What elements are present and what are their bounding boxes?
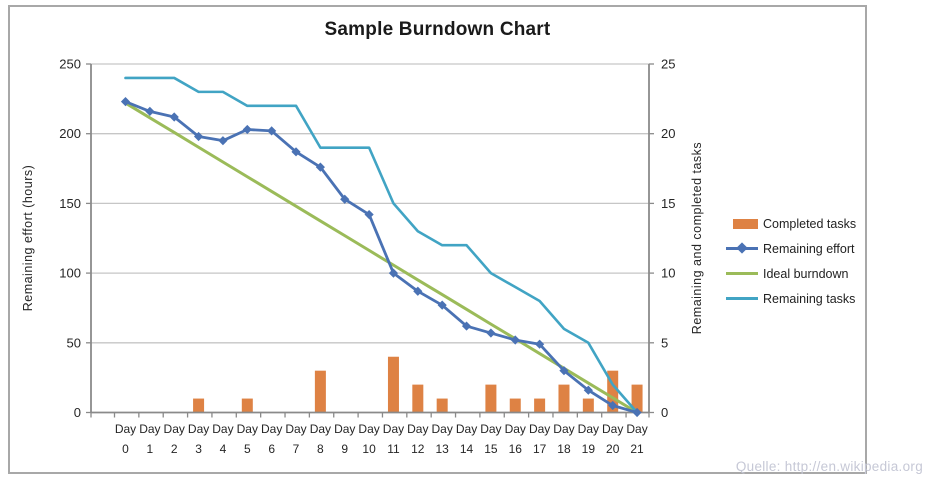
svg-text:20: 20 (661, 126, 675, 141)
svg-text:200: 200 (59, 126, 81, 141)
svg-text:0: 0 (74, 405, 81, 420)
legend-item-completed-tasks: Completed tasks (726, 211, 876, 236)
y-axis-labels-left: 0 50 100 150 200 250 (59, 57, 81, 421)
legend-swatch-remaining-effort (726, 242, 758, 254)
legend-swatch-remaining-tasks (726, 297, 758, 300)
legend-label: Remaining tasks (763, 291, 856, 306)
svg-text:250: 250 (59, 57, 81, 72)
svg-text:3: 3 (195, 442, 202, 456)
svg-text:Remaining and completed tasks: Remaining and completed tasks (690, 142, 704, 334)
svg-text:Day: Day (529, 422, 550, 436)
svg-text:Day: Day (626, 422, 647, 436)
svg-text:21: 21 (630, 442, 644, 456)
svg-text:5: 5 (661, 335, 668, 350)
bars-completed-tasks (193, 356, 643, 413)
y-axis-labels-right: 0 5 10 15 20 25 (661, 57, 675, 421)
svg-text:Day: Day (115, 422, 136, 436)
svg-text:14: 14 (460, 442, 474, 456)
legend-label: Remaining effort (763, 241, 855, 256)
legend-item-remaining-effort: Remaining effort (726, 236, 876, 261)
axis-titles: Remaining effort (hours) Remaining and co… (21, 142, 704, 334)
svg-text:Day: Day (358, 422, 379, 436)
svg-text:Day: Day (480, 422, 501, 436)
svg-text:15: 15 (661, 196, 675, 211)
legend-item-ideal-burndown: Ideal burndown (726, 261, 876, 286)
tick-marks (86, 63, 654, 418)
svg-text:16: 16 (509, 442, 523, 456)
line-remaining-effort (124, 100, 639, 414)
svg-text:Day: Day (285, 422, 306, 436)
diamond-marker-icon (736, 242, 748, 254)
chart-border (8, 5, 867, 474)
legend-label: Completed tasks (763, 216, 857, 231)
markers-remaining-effort (120, 97, 642, 418)
svg-text:18: 18 (557, 442, 571, 456)
line-remaining-tasks (124, 76, 639, 414)
svg-text:11: 11 (387, 442, 400, 456)
svg-text:19: 19 (582, 442, 596, 456)
svg-text:Day: Day (237, 422, 258, 436)
legend: Completed tasks Remaining effort Ideal b… (726, 211, 876, 311)
svg-text:Day: Day (188, 422, 209, 436)
svg-text:1: 1 (147, 442, 154, 456)
svg-text:Day: Day (505, 422, 526, 436)
svg-text:Day: Day (578, 422, 599, 436)
svg-text:Day: Day (261, 422, 282, 436)
source-watermark: Quelle: http://en.wikipedia.org (735, 459, 923, 474)
chart-title: Sample Burndown Chart (324, 19, 551, 40)
svg-text:Day: Day (383, 422, 404, 436)
svg-text:15: 15 (484, 442, 498, 456)
svg-text:5: 5 (244, 442, 251, 456)
svg-text:13: 13 (436, 442, 450, 456)
legend-swatch-completed-tasks (733, 218, 758, 229)
legend-label: Ideal burndown (763, 266, 849, 281)
svg-text:Day: Day (432, 422, 453, 436)
gridlines (91, 63, 649, 344)
legend-swatch-ideal-burndown (726, 272, 758, 275)
svg-text:6: 6 (268, 442, 275, 456)
svg-text:100: 100 (59, 266, 81, 281)
svg-text:Remaining effort (hours): Remaining effort (hours) (21, 165, 35, 312)
svg-text:2: 2 (171, 442, 178, 456)
svg-text:Day: Day (212, 422, 233, 436)
svg-text:Day: Day (310, 422, 331, 436)
svg-text:9: 9 (341, 442, 348, 456)
svg-text:20: 20 (606, 442, 620, 456)
svg-text:17: 17 (533, 442, 547, 456)
svg-text:50: 50 (67, 335, 81, 350)
svg-text:Day: Day (139, 422, 160, 436)
x-axis-labels: Day 0 Day 1 Day 2 Day 3 Day 4 Day 5 Day 6 Day 7 Day 8 Day 9… (115, 422, 648, 456)
axis-lines (90, 64, 650, 414)
svg-text:Day: Day (553, 422, 574, 436)
legend-item-remaining-tasks: Remaining tasks (726, 286, 876, 311)
svg-text:8: 8 (317, 442, 324, 456)
svg-text:4: 4 (220, 442, 227, 456)
svg-text:12: 12 (411, 442, 425, 456)
svg-text:10: 10 (362, 442, 376, 456)
svg-text:Day: Day (602, 422, 623, 436)
svg-text:Day: Day (164, 422, 185, 436)
svg-text:Day: Day (456, 422, 477, 436)
svg-text:0: 0 (122, 442, 129, 456)
svg-text:150: 150 (59, 196, 81, 211)
svg-text:25: 25 (661, 57, 675, 72)
svg-text:0: 0 (661, 405, 668, 420)
svg-text:10: 10 (661, 266, 675, 281)
svg-text:7: 7 (293, 442, 300, 456)
line-ideal-burndown (124, 101, 639, 414)
svg-text:Day: Day (407, 422, 428, 436)
svg-text:Day: Day (334, 422, 355, 436)
